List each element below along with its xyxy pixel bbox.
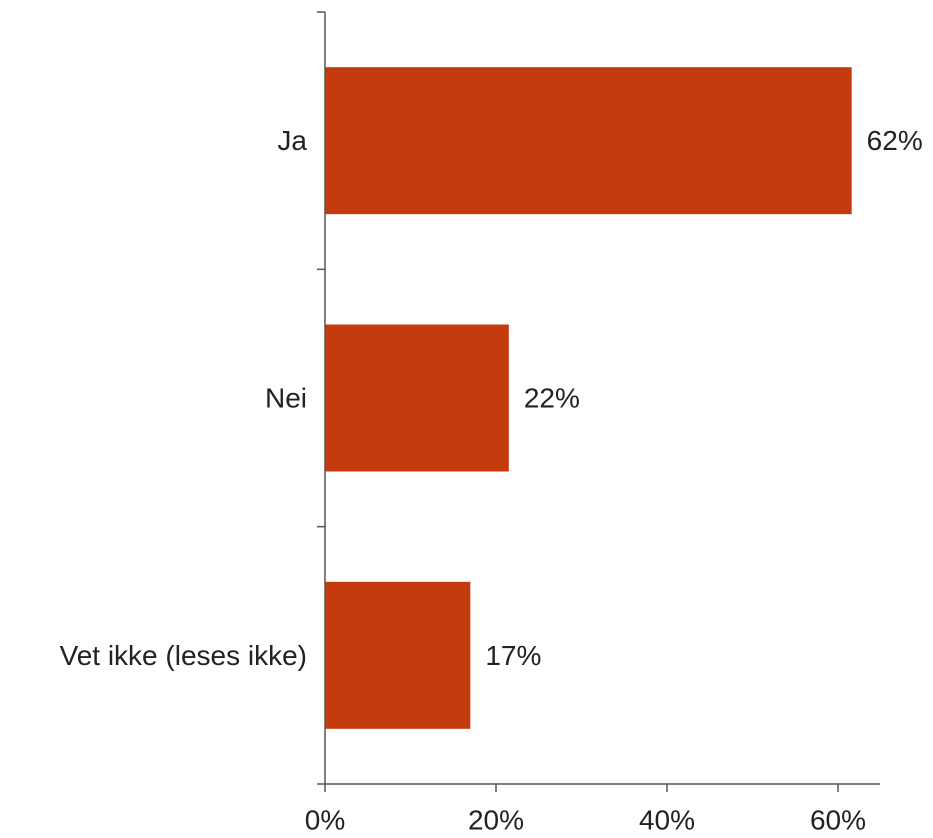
category-label-1: Nei [265,383,307,414]
value-label-1: 22% [524,383,580,414]
bar-0 [325,67,852,215]
bar-1 [325,324,509,472]
x-tick-label-1: 20% [468,805,524,836]
category-label-2: Vet ikke (leses ikke) [60,640,307,671]
x-tick-label-3: 60% [810,805,866,836]
bars-layer [325,67,852,729]
value-label-2: 17% [485,640,541,671]
x-tick-label-0: 0% [305,805,345,836]
x-tick-label-2: 40% [639,805,695,836]
bar-2 [325,581,471,729]
axes-layer [317,11,880,792]
category-label-0: Ja [277,125,307,156]
labels-layer: Ja 62% Nei 22% Vet ikke (leses ikke) 17% 0% 20%… [60,125,923,835]
value-label-0: 62% [867,125,923,156]
